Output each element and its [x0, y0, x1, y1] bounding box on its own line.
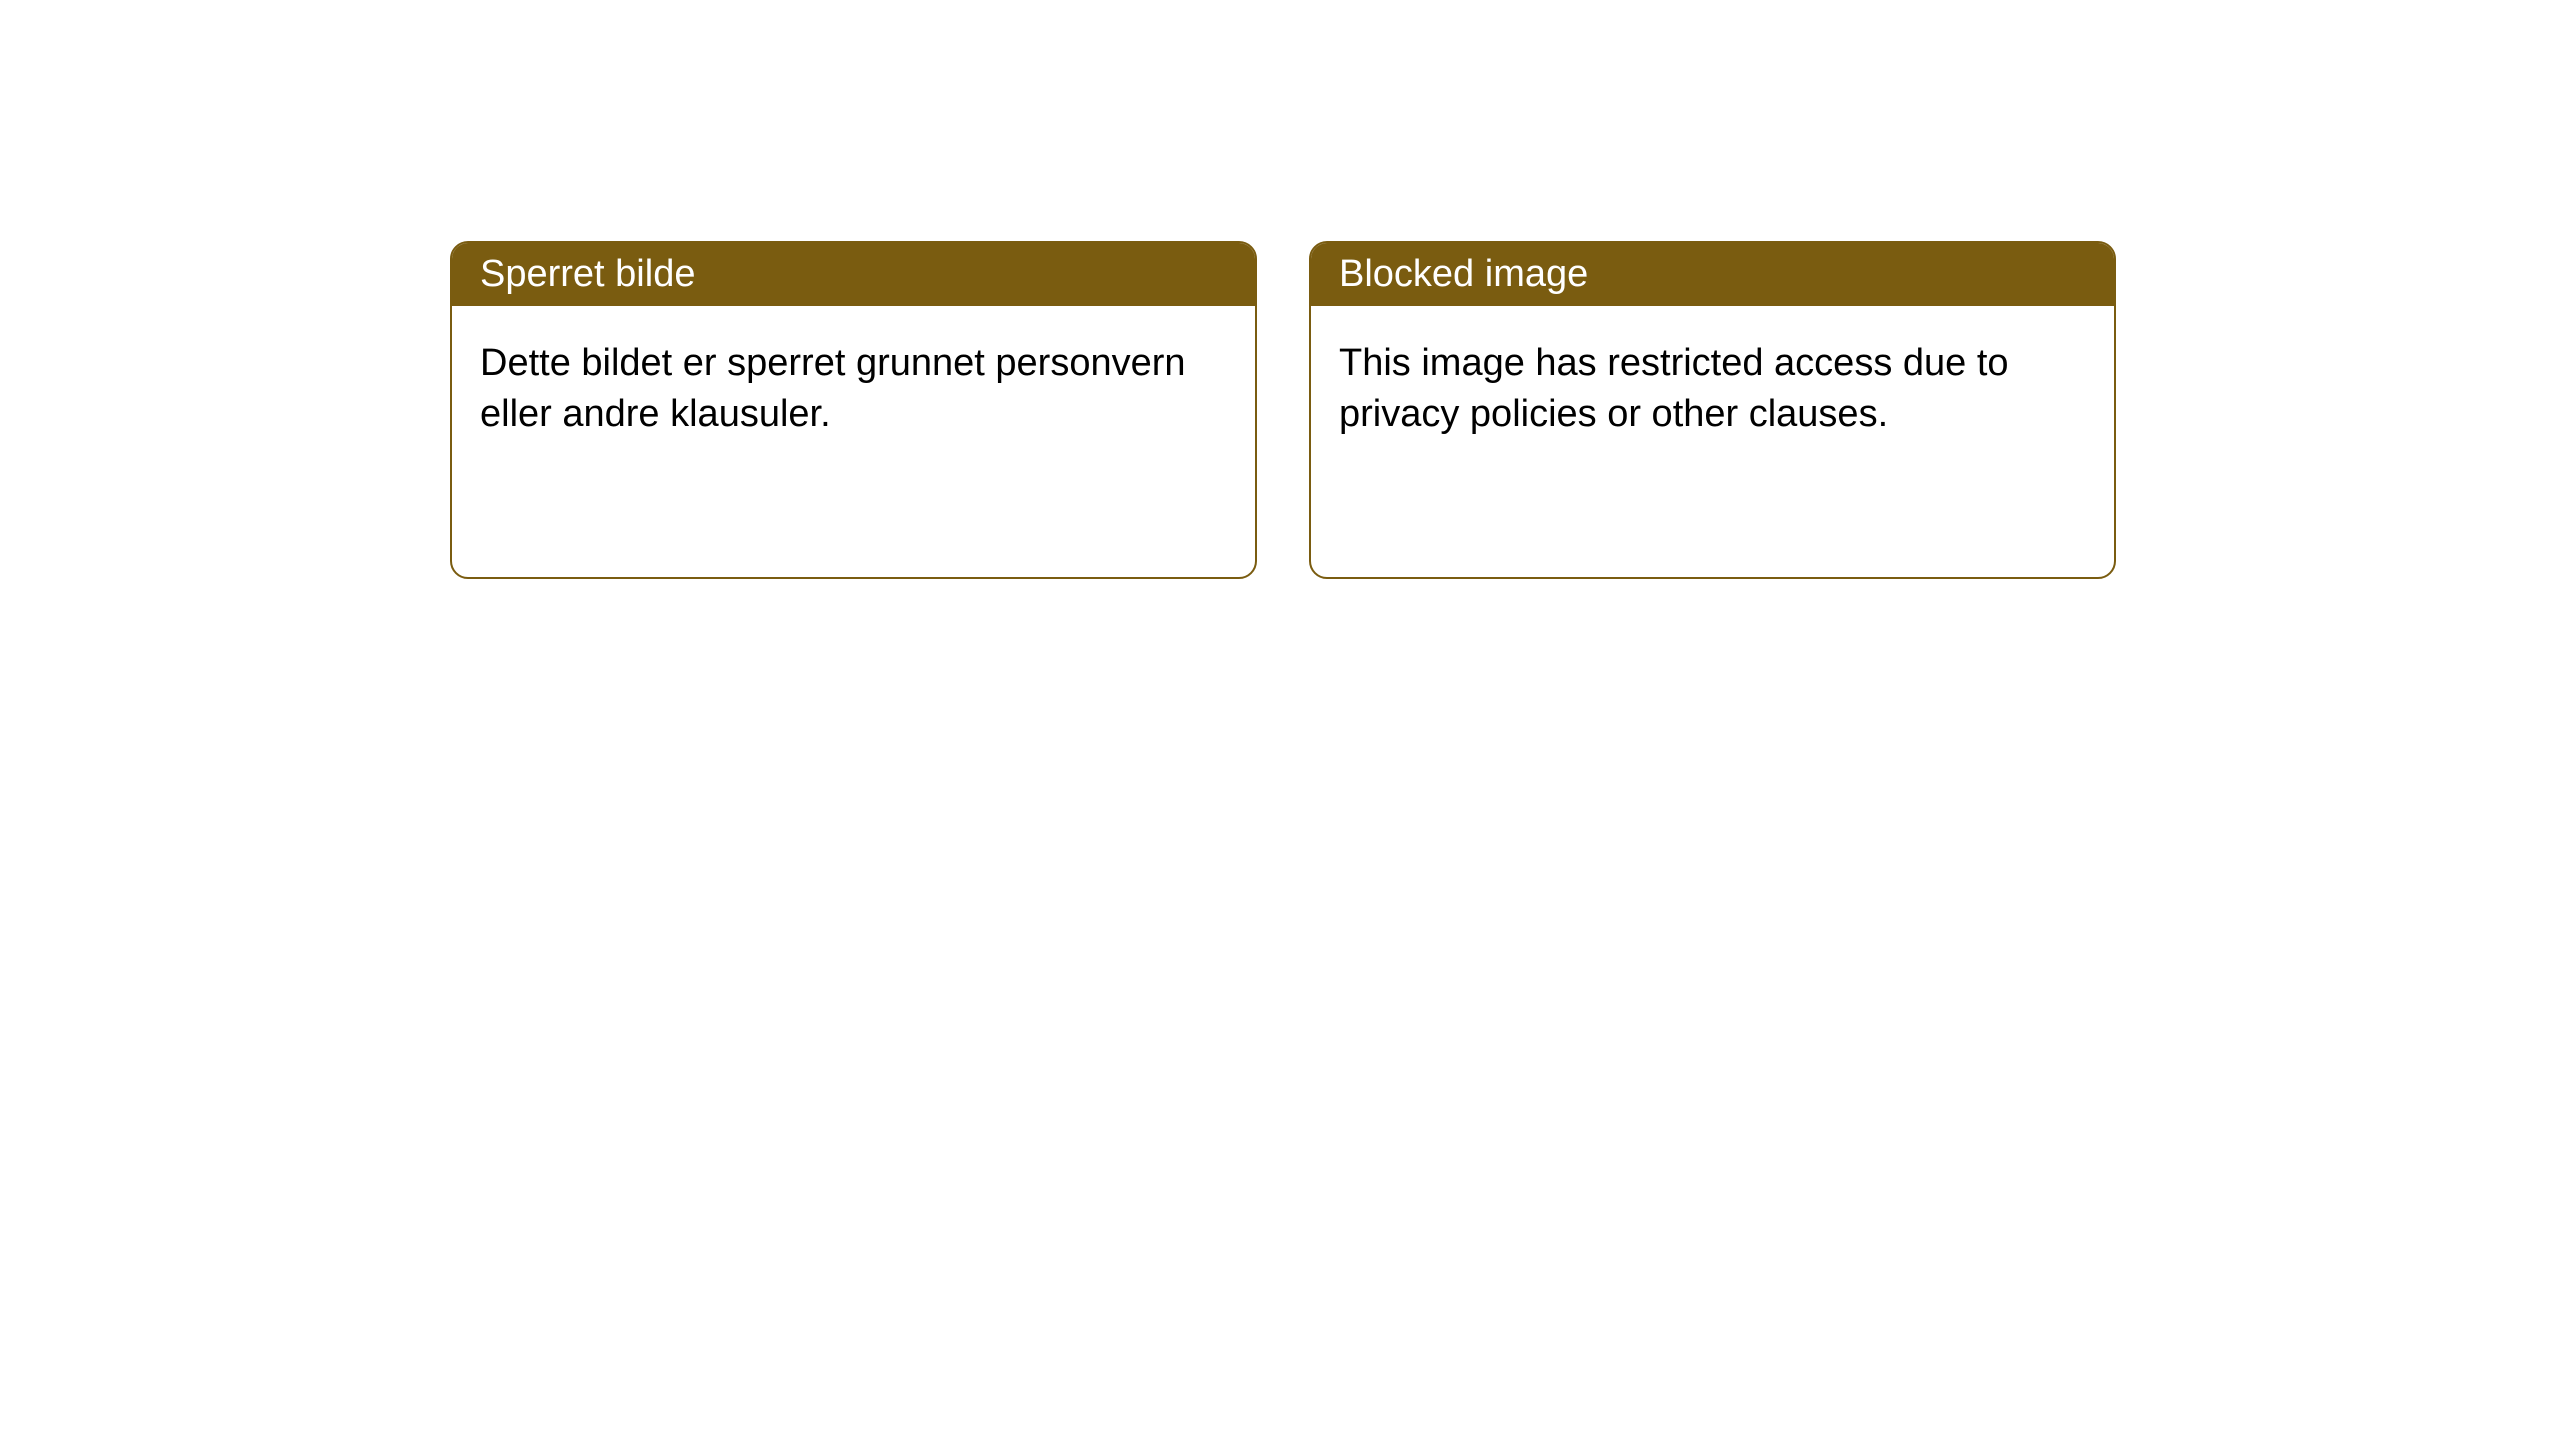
notice-body: Dette bildet er sperret grunnet personve…: [452, 306, 1255, 473]
notice-container: Sperret bilde Dette bildet er sperret gr…: [450, 241, 2116, 579]
notice-box-norwegian: Sperret bilde Dette bildet er sperret gr…: [450, 241, 1257, 579]
notice-header: Blocked image: [1311, 243, 2114, 306]
notice-box-english: Blocked image This image has restricted …: [1309, 241, 2116, 579]
notice-body: This image has restricted access due to …: [1311, 306, 2114, 473]
notice-header: Sperret bilde: [452, 243, 1255, 306]
